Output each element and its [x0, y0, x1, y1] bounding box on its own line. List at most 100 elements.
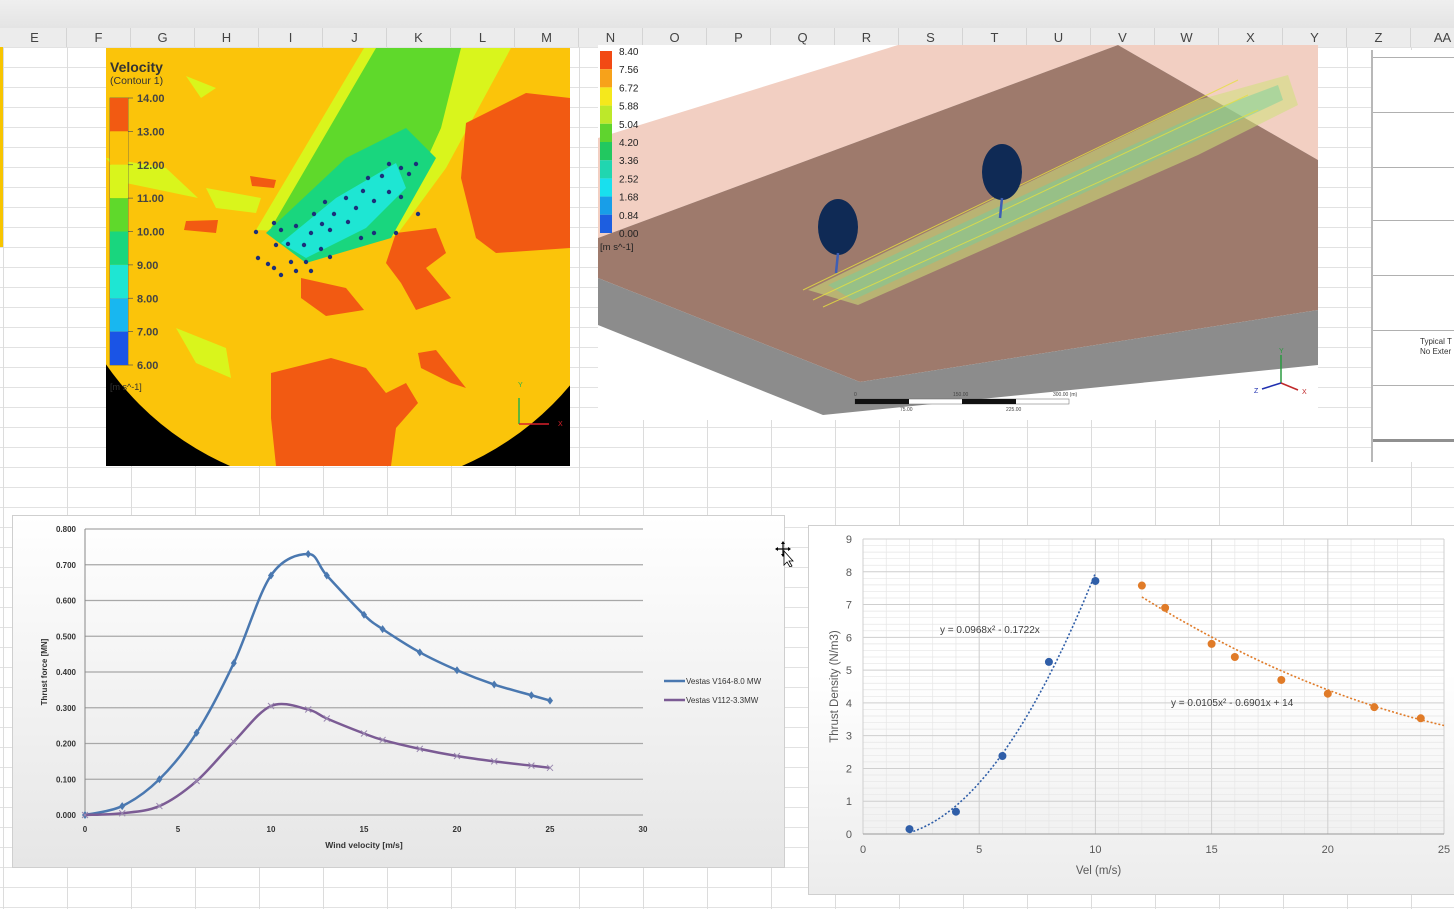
- column-header-p[interactable]: P: [707, 28, 771, 47]
- view3d-legend-swatch: [600, 69, 612, 88]
- column-header-t[interactable]: T: [963, 28, 1027, 47]
- column-header-j[interactable]: J: [323, 28, 387, 47]
- x-axis-title: Wind velocity [m/s]: [325, 840, 403, 850]
- column-header-u[interactable]: U: [1027, 28, 1091, 47]
- x-tick-label: 25: [1438, 844, 1450, 856]
- data-point-marker: [230, 738, 238, 746]
- column-header-k[interactable]: K: [387, 28, 451, 47]
- contour-legend-tick: 12.00: [137, 160, 165, 172]
- data-point-marker: [267, 702, 275, 710]
- velocity-contour-image[interactable]: Velocity (Contour 1) [m s^-1] 14.00 13.00…: [106, 48, 570, 466]
- data-point-marker: [491, 680, 498, 689]
- data-point-marker: [361, 610, 367, 619]
- move-cursor-icon: [775, 541, 794, 567]
- svg-text:X: X: [558, 421, 563, 428]
- data-point: [1091, 576, 1100, 585]
- column-header-q[interactable]: Q: [771, 28, 835, 47]
- column-header-aa[interactable]: AA: [1411, 28, 1454, 47]
- contour-legend-tick: 9.00: [137, 260, 158, 272]
- svg-text:75.00: 75.00: [900, 407, 913, 413]
- contour-legend-tick: 7.00: [137, 327, 158, 339]
- contour-legend-swatch: [110, 198, 128, 232]
- data-point-marker: [230, 659, 237, 668]
- contour-legend-swatch: [110, 264, 128, 299]
- y-tick-label: 8: [846, 567, 852, 579]
- column-header-x[interactable]: X: [1219, 28, 1283, 47]
- column-header-y[interactable]: Y: [1283, 28, 1347, 47]
- column-header-r[interactable]: R: [835, 28, 899, 47]
- y-tick-label: 3: [846, 731, 852, 743]
- view3d-legend-swatch: [600, 178, 612, 197]
- view3d-legend-tick: 8.40: [619, 47, 639, 58]
- column-header-i[interactable]: I: [259, 28, 323, 47]
- x-tick-label: 0: [83, 825, 88, 834]
- y-tick-label: 1: [846, 796, 852, 808]
- view3d-legend-tick: 1.68: [619, 193, 639, 204]
- view3d-legend-swatch: [600, 196, 612, 215]
- column-header-h[interactable]: H: [195, 28, 259, 47]
- x-tick-label: 5: [976, 844, 982, 856]
- column-header-w[interactable]: W: [1155, 28, 1219, 47]
- data-point-marker: [528, 762, 535, 770]
- view3d-legend-swatch: [600, 160, 612, 179]
- thrust-force-chart[interactable]: 0.000 0.100 0.200 0.300 0.400 0.500 0.600 0.700…: [12, 515, 785, 868]
- x-tick-label: 10: [267, 825, 276, 834]
- y-tick-label: 0.200: [56, 740, 77, 749]
- scale-bar: 0 150.00 300.00 (m) 75.00 225.00: [854, 392, 1078, 413]
- svg-text:Y: Y: [1279, 348, 1284, 355]
- view3d-legend-tick: 3.36: [619, 156, 639, 167]
- data-point-marker: [416, 648, 423, 657]
- x-tick-label: 15: [1205, 844, 1217, 856]
- y-tick-label: 9: [846, 534, 852, 546]
- data-point-marker: [323, 715, 331, 722]
- y-tick-label: 2: [846, 763, 852, 775]
- data-point-marker: [528, 691, 535, 700]
- y-tick-label: 7: [846, 600, 852, 612]
- view3d-legend-swatch: [600, 123, 612, 142]
- view3d-legend-tick: 5.04: [619, 120, 639, 131]
- side-table-text-1: Typical T: [1420, 337, 1452, 346]
- column-header-z[interactable]: Z: [1347, 28, 1411, 47]
- contour-legend-tick: 11.00: [137, 193, 164, 205]
- contour-legend-tick: 10.00: [137, 227, 165, 239]
- x-tick-label: 25: [546, 825, 555, 834]
- column-header-g[interactable]: G: [131, 28, 195, 47]
- view3d-legend: [m s^-1] 8.40 7.56 6.72 5.88 5.04 4.20 3.36 2.5…: [600, 47, 639, 253]
- data-point: [1323, 689, 1332, 698]
- data-point-marker: [118, 809, 126, 817]
- thrust-density-chart-svg: 0 1 2 3 4 5 6 7 8 9 0 5 10 15 20 25 Vel (m/s) Thrust Dens…: [829, 534, 1450, 877]
- wake-3d-view-image[interactable]: [m s^-1] 8.40 7.56 6.72 5.88 5.04 4.20 3.36 2.5…: [598, 45, 1318, 420]
- thrust-density-chart[interactable]: 0 1 2 3 4 5 6 7 8 9 0 5 10 15 20 25 Vel (m/s) Thrust Dens…: [808, 525, 1454, 895]
- column-header-m[interactable]: M: [515, 28, 579, 47]
- view3d-legend-swatch: [600, 142, 612, 161]
- series-line-0: [84, 552, 551, 817]
- data-point: [905, 825, 914, 834]
- y-tick-label: 0.300: [56, 704, 77, 713]
- y-tick-label: 0: [846, 829, 852, 841]
- column-header-v[interactable]: V: [1091, 28, 1155, 47]
- data-point: [1044, 657, 1053, 666]
- column-header-f[interactable]: F: [67, 28, 131, 47]
- contour-legend-swatch: [110, 298, 128, 332]
- y-axis-title: Thrust force [MN]: [40, 638, 49, 705]
- column-header-l[interactable]: L: [451, 28, 515, 47]
- column-header-o[interactable]: O: [643, 28, 707, 47]
- view3d-legend-tick: 7.56: [619, 65, 639, 76]
- view3d-legend-tick: 0.84: [619, 211, 639, 222]
- y-tick-label: 0.400: [56, 668, 77, 677]
- view3d-legend-tick: 6.72: [619, 83, 639, 94]
- contour-unit: [m s^-1]: [110, 382, 142, 392]
- contour-subtitle: (Contour 1): [110, 75, 163, 87]
- data-point-marker: [81, 811, 89, 819]
- column-header-n[interactable]: N: [579, 28, 643, 47]
- view3d-legend-tick: 4.20: [619, 138, 639, 149]
- data-point: [951, 807, 960, 816]
- data-point: [1416, 714, 1425, 723]
- side-table: Typical T No Exter: [1371, 50, 1454, 462]
- data-point-marker: [490, 758, 498, 765]
- column-header-e[interactable]: E: [3, 28, 67, 47]
- column-header-s[interactable]: S: [899, 28, 963, 47]
- data-point-marker: [268, 571, 274, 580]
- turbine-rotor-2: [982, 144, 1022, 219]
- data-point-marker: [453, 752, 461, 760]
